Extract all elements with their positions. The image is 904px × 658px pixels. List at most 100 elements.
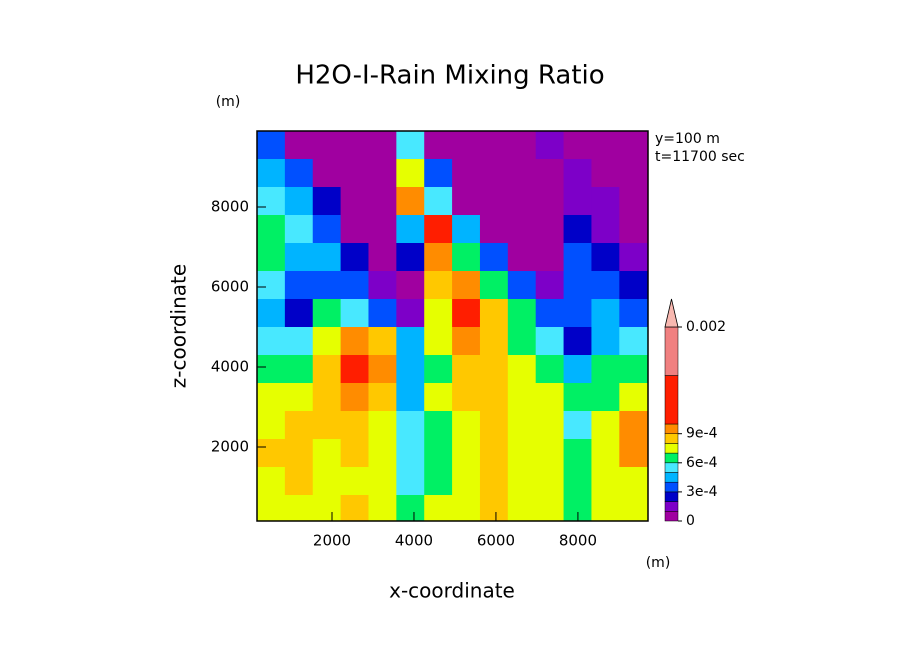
contour-cell bbox=[619, 271, 649, 300]
colorbar-label: 3e-4 bbox=[686, 484, 718, 500]
contour-cell bbox=[507, 187, 537, 216]
contour-cell bbox=[368, 411, 397, 440]
contour-cell bbox=[479, 215, 509, 244]
contour-cell bbox=[396, 215, 425, 244]
contour-cell bbox=[340, 243, 369, 272]
x-tick-label: 6000 bbox=[477, 532, 515, 550]
contour-cell bbox=[257, 383, 286, 412]
contour-cell bbox=[452, 131, 481, 160]
contour-cell bbox=[424, 131, 453, 160]
contour-cell bbox=[257, 131, 286, 160]
contour-cell bbox=[535, 439, 565, 468]
contour-cell bbox=[479, 271, 509, 300]
contour-cell bbox=[284, 495, 314, 522]
contour-cell bbox=[591, 355, 620, 384]
contour-cell bbox=[257, 467, 286, 496]
contour-cell bbox=[507, 243, 537, 272]
contour-cell bbox=[368, 299, 397, 328]
colorbar-box bbox=[664, 452, 679, 464]
contour-cell bbox=[257, 159, 286, 188]
contour-cell bbox=[312, 327, 342, 356]
contour-cell bbox=[479, 159, 509, 188]
contour-cell bbox=[284, 355, 314, 384]
contour-cell bbox=[396, 271, 425, 300]
contour-cell bbox=[452, 467, 481, 496]
contour-cell bbox=[507, 355, 537, 384]
contour-cell bbox=[591, 467, 620, 496]
y-tick-label: 2000 bbox=[211, 438, 249, 456]
contour-cell bbox=[507, 495, 537, 522]
contour-cell bbox=[619, 467, 649, 496]
contour-cell bbox=[284, 411, 314, 440]
contour-cell bbox=[563, 159, 592, 188]
colorbar-extend bbox=[664, 298, 679, 328]
contour-cell bbox=[535, 271, 565, 300]
contour-cell bbox=[284, 327, 314, 356]
contour-cell bbox=[368, 131, 397, 160]
contour-cell bbox=[535, 299, 565, 328]
contour-cell bbox=[619, 355, 649, 384]
contour-cell bbox=[424, 215, 453, 244]
y-axis-label: z-coordinate bbox=[167, 264, 191, 388]
contour-cell bbox=[563, 383, 592, 412]
contour-cell bbox=[284, 271, 314, 300]
contour-cell bbox=[424, 327, 453, 356]
contour-cell bbox=[591, 187, 620, 216]
contour-cell bbox=[507, 383, 537, 412]
contour-cell bbox=[340, 439, 369, 468]
contour-cell bbox=[368, 215, 397, 244]
contour-cell bbox=[452, 299, 481, 328]
contour-cell bbox=[396, 299, 425, 328]
contour-cell bbox=[424, 495, 453, 522]
contour-cell bbox=[368, 327, 397, 356]
contour-cell bbox=[424, 355, 453, 384]
contour-cell bbox=[452, 271, 481, 300]
x-unit: (m) bbox=[646, 555, 671, 571]
contour-cell bbox=[284, 187, 314, 216]
contour-cell bbox=[535, 187, 565, 216]
contour-cell bbox=[396, 159, 425, 188]
contour-cell bbox=[340, 327, 369, 356]
contour-cell bbox=[284, 467, 314, 496]
contour-cell bbox=[396, 131, 425, 160]
contour-cell bbox=[452, 495, 481, 522]
contour-cell bbox=[312, 215, 342, 244]
y-tick-label: 8000 bbox=[211, 198, 249, 216]
contour-cell bbox=[396, 495, 425, 522]
colorbar-box bbox=[664, 433, 679, 444]
contour-cell bbox=[591, 299, 620, 328]
contour-cell bbox=[479, 187, 509, 216]
contour-cell bbox=[284, 383, 314, 412]
contour-cell bbox=[312, 411, 342, 440]
contour-cell bbox=[563, 187, 592, 216]
contour-cell bbox=[396, 355, 425, 384]
contour-cell bbox=[479, 131, 509, 160]
contour-cell bbox=[619, 187, 649, 216]
contour-cell bbox=[563, 215, 592, 244]
contour-cell bbox=[507, 131, 537, 160]
y-tick-label: 6000 bbox=[211, 278, 249, 296]
contour-cell bbox=[563, 467, 592, 496]
contour-cell bbox=[340, 383, 369, 412]
contour-cell bbox=[563, 131, 592, 160]
contour-cell bbox=[368, 159, 397, 188]
contour-cell bbox=[396, 243, 425, 272]
contour-cell bbox=[507, 439, 537, 468]
annotation: y=100 m bbox=[655, 131, 720, 147]
contour-cell bbox=[535, 467, 565, 496]
contour-cell bbox=[452, 215, 481, 244]
contour-cell bbox=[424, 243, 453, 272]
contour-cell bbox=[312, 439, 342, 468]
contour-cell bbox=[452, 383, 481, 412]
colorbar-label: 0.002 bbox=[686, 319, 726, 335]
contour-cell bbox=[591, 271, 620, 300]
contour-cell bbox=[479, 299, 509, 328]
contour-cell bbox=[507, 215, 537, 244]
colorbar-box bbox=[664, 462, 679, 473]
contour-cell bbox=[284, 159, 314, 188]
colorbar-box bbox=[664, 375, 679, 425]
contour-cell bbox=[312, 299, 342, 328]
contour-cell bbox=[535, 383, 565, 412]
contour-cell bbox=[507, 411, 537, 440]
